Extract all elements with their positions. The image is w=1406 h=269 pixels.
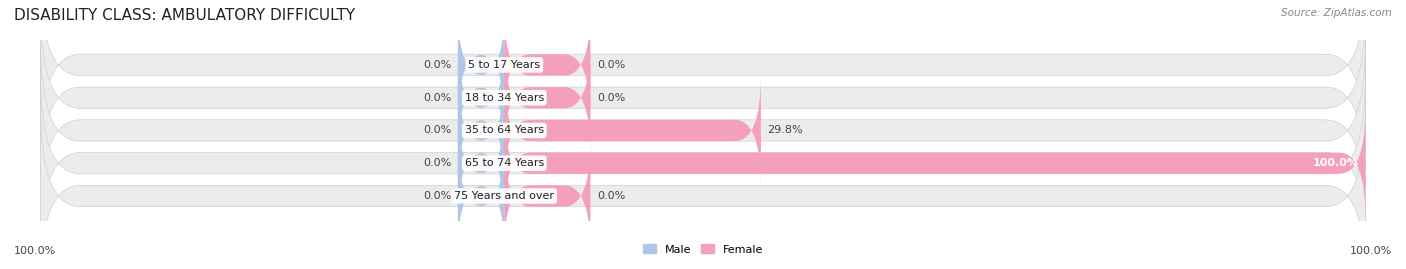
FancyBboxPatch shape (458, 108, 505, 218)
Text: 5 to 17 Years: 5 to 17 Years (468, 60, 540, 70)
Text: 0.0%: 0.0% (423, 93, 451, 103)
Text: 29.8%: 29.8% (768, 125, 803, 136)
FancyBboxPatch shape (41, 43, 1365, 218)
Text: 0.0%: 0.0% (423, 158, 451, 168)
Text: 0.0%: 0.0% (598, 60, 626, 70)
FancyBboxPatch shape (41, 108, 1365, 269)
FancyBboxPatch shape (458, 76, 505, 185)
Text: 100.0%: 100.0% (1313, 158, 1358, 168)
FancyBboxPatch shape (458, 141, 505, 251)
FancyBboxPatch shape (505, 10, 591, 120)
Text: 0.0%: 0.0% (423, 191, 451, 201)
FancyBboxPatch shape (505, 76, 761, 185)
FancyBboxPatch shape (41, 10, 1365, 185)
Text: 0.0%: 0.0% (423, 60, 451, 70)
Text: 35 to 64 Years: 35 to 64 Years (465, 125, 544, 136)
Text: 65 to 74 Years: 65 to 74 Years (464, 158, 544, 168)
Text: DISABILITY CLASS: AMBULATORY DIFFICULTY: DISABILITY CLASS: AMBULATORY DIFFICULTY (14, 8, 356, 23)
Text: 0.0%: 0.0% (598, 93, 626, 103)
Legend: Male, Female: Male, Female (643, 244, 763, 255)
Text: 100.0%: 100.0% (1350, 246, 1392, 256)
Text: 75 Years and over: 75 Years and over (454, 191, 554, 201)
Text: 0.0%: 0.0% (423, 125, 451, 136)
Text: 18 to 34 Years: 18 to 34 Years (464, 93, 544, 103)
FancyBboxPatch shape (505, 141, 591, 251)
FancyBboxPatch shape (505, 43, 591, 153)
Text: 0.0%: 0.0% (598, 191, 626, 201)
FancyBboxPatch shape (41, 0, 1365, 153)
Text: Source: ZipAtlas.com: Source: ZipAtlas.com (1281, 8, 1392, 18)
FancyBboxPatch shape (458, 10, 505, 120)
Text: 100.0%: 100.0% (14, 246, 56, 256)
FancyBboxPatch shape (458, 43, 505, 153)
FancyBboxPatch shape (41, 76, 1365, 251)
FancyBboxPatch shape (505, 108, 1365, 218)
